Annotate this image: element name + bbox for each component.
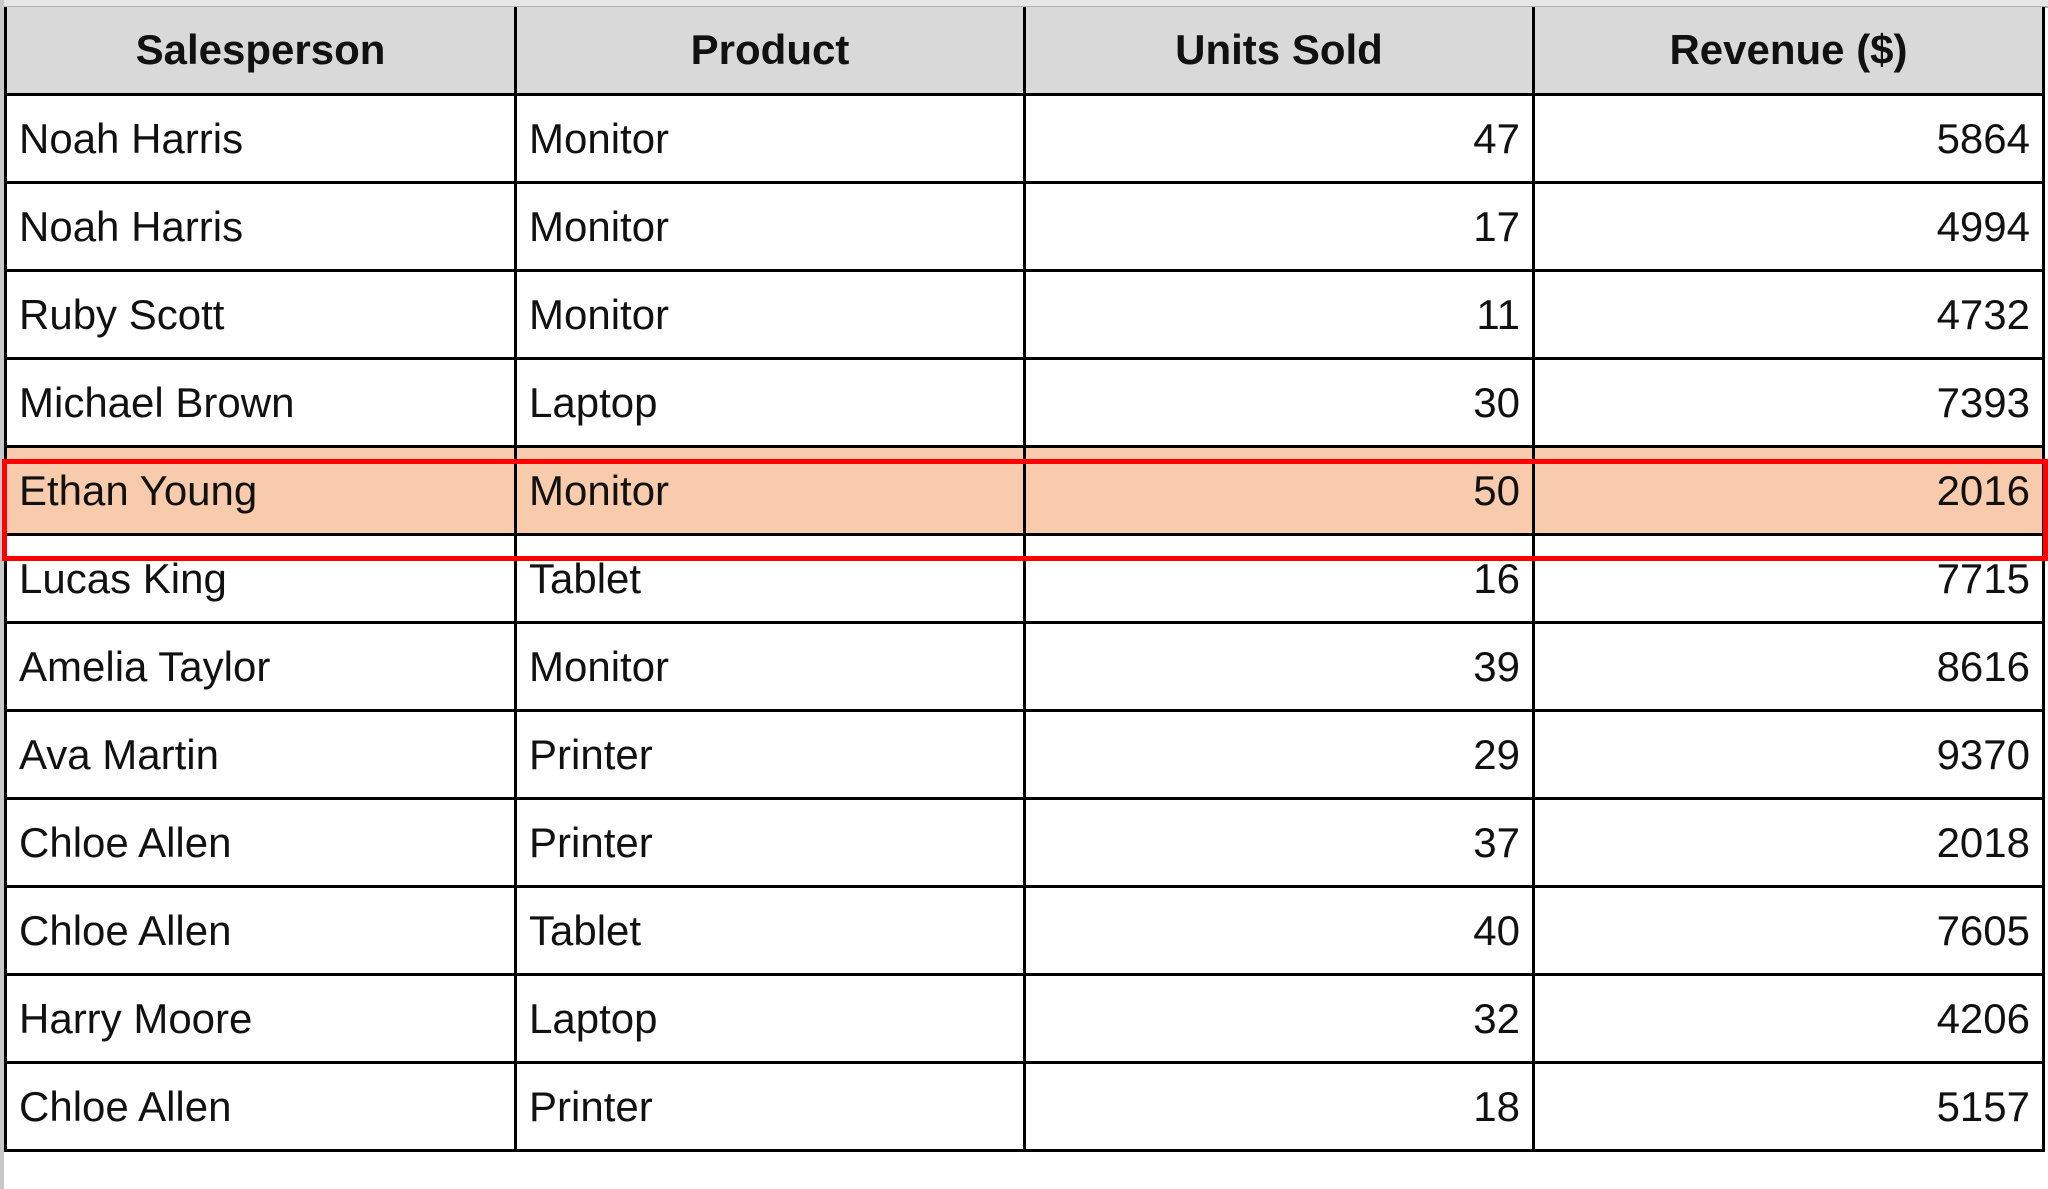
cell-product[interactable]: Monitor [514, 445, 1026, 536]
cell-revenue[interactable]: 5157 [1532, 1061, 2045, 1152]
cell-salesperson[interactable]: Michael Brown [4, 357, 517, 448]
cell-revenue[interactable]: 9370 [1532, 709, 2045, 800]
cell-salesperson[interactable]: Noah Harris [4, 181, 517, 272]
cell-salesperson[interactable]: Noah Harris [4, 93, 517, 184]
header-product[interactable]: Product [514, 7, 1026, 96]
cell-revenue[interactable]: 4994 [1532, 181, 2045, 272]
cell-revenue[interactable]: 2016 [1532, 445, 2045, 536]
cell-revenue[interactable]: 5864 [1532, 93, 2045, 184]
cell-revenue[interactable]: 7393 [1532, 357, 2045, 448]
table-row: Chloe Allen Printer 18 5157 [4, 1061, 2045, 1152]
cell-revenue[interactable]: 7715 [1532, 533, 2045, 624]
cell-revenue[interactable]: 2018 [1532, 797, 2045, 888]
cell-units-sold[interactable]: 17 [1023, 181, 1535, 272]
table-row: Noah Harris Monitor 47 5864 [4, 93, 2045, 184]
table-row-highlighted: Ethan Young Monitor 50 2016 [4, 445, 2045, 536]
cell-salesperson[interactable]: Chloe Allen [4, 1061, 517, 1152]
header-row: Salesperson Product Units Sold Revenue (… [4, 7, 2045, 96]
cell-units-sold[interactable]: 37 [1023, 797, 1535, 888]
cell-salesperson[interactable]: Chloe Allen [4, 885, 517, 976]
cell-product[interactable]: Tablet [514, 885, 1026, 976]
cell-product[interactable]: Monitor [514, 621, 1026, 712]
table-row: Michael Brown Laptop 30 7393 [4, 357, 2045, 448]
cell-product[interactable]: Printer [514, 797, 1026, 888]
table-row: Harry Moore Laptop 32 4206 [4, 973, 2045, 1064]
cell-units-sold[interactable]: 50 [1023, 445, 1535, 536]
cell-units-sold[interactable]: 39 [1023, 621, 1535, 712]
cell-revenue[interactable]: 4732 [1532, 269, 2045, 360]
cell-product[interactable]: Tablet [514, 533, 1026, 624]
cell-product[interactable]: Monitor [514, 181, 1026, 272]
header-salesperson[interactable]: Salesperson [4, 7, 517, 96]
cell-units-sold[interactable]: 29 [1023, 709, 1535, 800]
cell-revenue[interactable]: 4206 [1532, 973, 2045, 1064]
cell-salesperson[interactable]: Lucas King [4, 533, 517, 624]
cell-units-sold[interactable]: 30 [1023, 357, 1535, 448]
cell-product[interactable]: Printer [514, 709, 1026, 800]
cell-product[interactable]: Laptop [514, 973, 1026, 1064]
cell-salesperson[interactable]: Harry Moore [4, 973, 517, 1064]
table-row: Lucas King Tablet 16 7715 [4, 533, 2045, 624]
table-row: Chloe Allen Printer 37 2018 [4, 797, 2045, 888]
cell-revenue[interactable]: 7605 [1532, 885, 2045, 976]
sheet-left-edge [0, 0, 4, 1189]
cell-units-sold[interactable]: 47 [1023, 93, 1535, 184]
cell-revenue[interactable]: 8616 [1532, 621, 2045, 712]
cell-units-sold[interactable]: 16 [1023, 533, 1535, 624]
sales-table: Salesperson Product Units Sold Revenue (… [4, 7, 2045, 1152]
cell-product[interactable]: Monitor [514, 269, 1026, 360]
cell-product[interactable]: Monitor [514, 93, 1026, 184]
header-revenue[interactable]: Revenue ($) [1532, 7, 2045, 96]
cell-salesperson[interactable]: Amelia Taylor [4, 621, 517, 712]
cell-product[interactable]: Printer [514, 1061, 1026, 1152]
cell-units-sold[interactable]: 32 [1023, 973, 1535, 1064]
cell-salesperson[interactable]: Ava Martin [4, 709, 517, 800]
table-row: Amelia Taylor Monitor 39 8616 [4, 621, 2045, 712]
cell-units-sold[interactable]: 40 [1023, 885, 1535, 976]
table-row: Chloe Allen Tablet 40 7605 [4, 885, 2045, 976]
table-row: Ruby Scott Monitor 11 4732 [4, 269, 2045, 360]
cell-units-sold[interactable]: 11 [1023, 269, 1535, 360]
cell-salesperson[interactable]: Ethan Young [4, 445, 517, 536]
cell-salesperson[interactable]: Chloe Allen [4, 797, 517, 888]
table-row: Noah Harris Monitor 17 4994 [4, 181, 2045, 272]
table-row: Ava Martin Printer 29 9370 [4, 709, 2045, 800]
cell-product[interactable]: Laptop [514, 357, 1026, 448]
cell-salesperson[interactable]: Ruby Scott [4, 269, 517, 360]
cell-units-sold[interactable]: 18 [1023, 1061, 1535, 1152]
header-units-sold[interactable]: Units Sold [1023, 7, 1535, 96]
